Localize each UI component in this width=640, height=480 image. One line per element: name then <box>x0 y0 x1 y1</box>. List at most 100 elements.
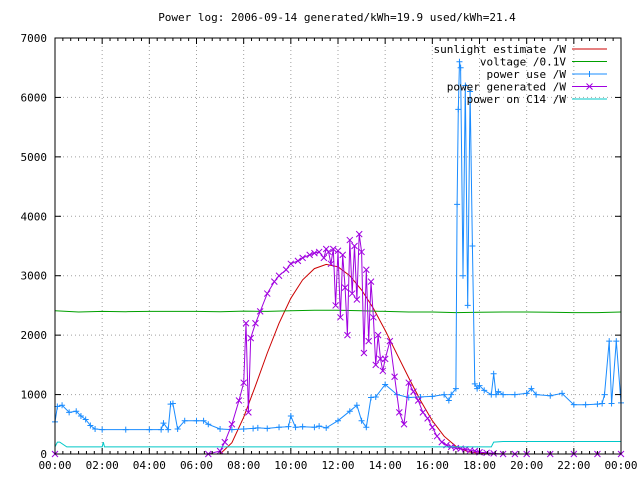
data-point <box>252 319 259 327</box>
data-point <box>99 426 106 433</box>
data-point <box>264 425 271 432</box>
data-point <box>456 58 463 65</box>
data-point <box>146 426 153 433</box>
data-point <box>270 278 278 286</box>
data-point <box>370 313 377 321</box>
series-line <box>219 263 527 455</box>
data-point <box>599 400 606 407</box>
grid-lines <box>55 38 621 454</box>
x-tick-label: 14:00 <box>369 459 402 472</box>
data-point <box>455 106 462 113</box>
data-point <box>245 409 252 416</box>
data-point <box>454 201 461 208</box>
data-point <box>608 400 615 407</box>
data-point <box>66 409 73 416</box>
x-tick-label: 10:00 <box>274 459 307 472</box>
data-point <box>254 424 261 431</box>
data-point <box>287 412 294 419</box>
data-point <box>547 392 554 399</box>
chart-title: Power log: 2006-09-14 generated/kWh=19.9… <box>158 11 516 24</box>
data-point <box>362 266 370 274</box>
y-tick-label: 4000 <box>21 210 48 223</box>
data-point <box>429 393 436 400</box>
data-point <box>467 88 474 95</box>
series-0 <box>219 263 527 455</box>
data-point <box>570 401 577 408</box>
data-point <box>256 308 264 315</box>
data-point <box>533 391 540 398</box>
data-point <box>193 417 200 424</box>
data-point <box>92 426 99 433</box>
data-point <box>228 420 236 428</box>
data-point <box>353 402 360 409</box>
legend-label: voltage /0.1V <box>480 56 566 69</box>
legend-marker <box>586 83 593 90</box>
data-point <box>87 422 94 429</box>
data-point <box>528 385 535 392</box>
data-point <box>306 251 314 259</box>
data-point <box>464 302 471 309</box>
legend-label: power generated /W <box>447 81 567 94</box>
data-point <box>320 254 328 262</box>
data-point <box>294 257 302 265</box>
x-tick-label: 08:00 <box>227 459 260 472</box>
legend-marker <box>586 71 593 77</box>
x-tick-label: 20:00 <box>510 459 543 472</box>
data-point <box>77 412 84 419</box>
axis-layer: 0 1000 2000 3000 4000 5000 6000 7000 00:00 02:00 0… <box>21 32 638 472</box>
data-point <box>323 424 330 431</box>
data-point <box>360 349 368 357</box>
data-point <box>471 380 478 387</box>
y-tick-label: 2000 <box>21 329 48 342</box>
x-tick-label: 12:00 <box>321 459 354 472</box>
data-point <box>346 408 353 415</box>
data-point <box>358 417 365 424</box>
data-point <box>441 391 448 398</box>
data-point <box>158 426 165 433</box>
data-point <box>325 248 332 256</box>
data-point <box>287 260 295 268</box>
data-point <box>367 278 375 286</box>
data-point <box>433 432 441 440</box>
data-point <box>174 426 181 433</box>
data-point <box>459 272 466 279</box>
series-1 <box>54 309 622 314</box>
data-point <box>372 361 380 369</box>
x-tick-label: 00:00 <box>604 459 637 472</box>
series-2 <box>52 58 624 433</box>
data-point <box>353 296 361 303</box>
data-point <box>217 426 224 433</box>
data-point <box>299 423 306 430</box>
data-point <box>500 391 507 398</box>
data-point <box>613 338 620 345</box>
legend-label: power on C14 /W <box>467 93 567 106</box>
data-point <box>365 337 373 345</box>
data-point <box>73 408 80 415</box>
data-point <box>483 449 490 457</box>
data-point <box>523 390 530 397</box>
data-point <box>327 260 335 268</box>
data-point <box>339 251 347 259</box>
x-tick-label: 02:00 <box>86 459 119 472</box>
data-point <box>351 242 358 250</box>
data-point <box>263 290 271 297</box>
data-point <box>476 382 483 389</box>
data-point <box>438 438 446 446</box>
data-point <box>82 416 89 423</box>
series-line <box>54 441 621 448</box>
x-tick-label: 00:00 <box>38 459 71 472</box>
x-tick-label: 04:00 <box>133 459 166 472</box>
data-point <box>311 424 318 431</box>
data-point <box>559 390 566 397</box>
data-point <box>395 409 403 416</box>
data-point <box>292 424 299 431</box>
y-tick-label: 6000 <box>21 91 48 104</box>
data-point <box>606 338 613 345</box>
data-point <box>160 420 167 427</box>
data-point <box>469 243 476 249</box>
y-tick-label: 3000 <box>21 270 48 283</box>
data-point <box>285 423 292 430</box>
data-point <box>59 402 66 409</box>
